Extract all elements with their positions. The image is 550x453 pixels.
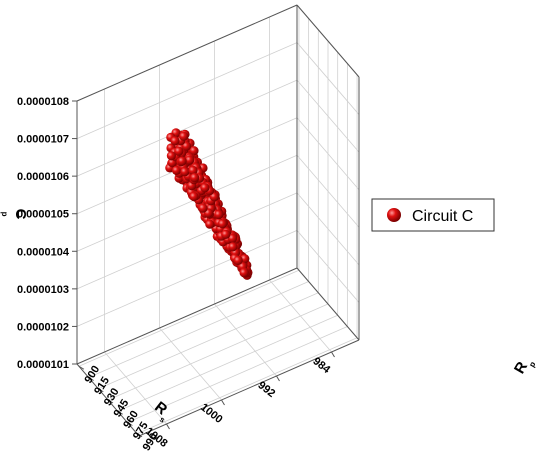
z-tick-label: 0.0000103 [17,284,69,296]
x-tick-mark [276,375,280,382]
y-tick-mark [78,365,85,370]
data-point [185,155,195,165]
grid-line-left-z [76,79,298,177]
z-tick-label: 0.0000101 [17,359,69,371]
z-axis-label-sub: p [0,212,9,217]
grid-line-floor-y [127,326,348,423]
legend-entry: Circuit C [412,208,473,225]
data-point [227,233,238,243]
y-axis-label: R p [511,359,537,377]
z-axis-label: C p [0,209,29,220]
data-point [174,146,184,156]
z-tick-label: 0.0000104 [17,246,70,258]
grid-line-left-z [76,192,298,290]
frame-edge [296,267,360,341]
x-tick-label: 1000 [198,401,225,426]
data-point [188,165,198,175]
x-tick-label: 984 [310,355,333,376]
x-axis-label-sub: s [158,415,167,425]
data-point [200,183,210,193]
grid-line-floor-y [78,269,300,367]
x-axis-label-main: R [151,398,170,418]
grid-line-floor-y [136,337,358,435]
frame-edge [296,4,360,78]
x-axis-label: R s [151,398,170,425]
grid-line-left-z [76,154,298,252]
grid-line-floor-y [88,281,309,378]
data-point [233,255,243,265]
x-tick-mark [331,351,335,358]
y-tick-mark [117,410,123,415]
z-tick-label: 0.0000106 [17,171,69,183]
z-tick-label: 0.0000108 [17,96,69,108]
x-tick-mark [166,423,170,430]
data-point [179,131,189,141]
y-tick-mark [98,388,104,393]
y-tick-mark [88,377,94,381]
data-point [190,173,200,183]
legend-marker [387,208,401,222]
data-point [166,151,176,161]
data-points [165,128,253,280]
frame-edge [76,267,298,365]
data-point [228,242,238,252]
data-point [189,191,199,202]
grid-line-floor-y [98,292,319,390]
z-tick-label: 0.0000102 [17,321,69,333]
data-point [198,203,208,213]
x-tick-label: 992 [255,379,277,400]
legend: Circuit C [371,198,495,232]
grid-line-floor-y [107,303,329,401]
data-point [214,209,224,220]
y-axis-label-sub: p [527,360,537,369]
z-axis-label-main: C [12,209,29,220]
axis-frame [72,4,360,438]
data-point [239,268,249,278]
grid-line-left-z [76,42,298,139]
frame-edge [138,339,360,437]
y-tick-mark [107,399,114,404]
data-point [181,141,192,151]
data-point [189,146,199,156]
data-point [180,167,190,177]
y-tick-mark [136,433,143,438]
data-point [205,219,215,229]
z-tick-label: 0.0000105 [17,209,69,221]
frame-edge [76,4,298,102]
data-point [177,156,187,166]
data-point [221,229,231,239]
y-tick-mark [127,422,133,426]
grid-line-floor-y [117,314,338,412]
z-tick-label: 0.0000107 [17,134,69,146]
x-tick-mark [221,399,225,406]
data-point [217,219,228,229]
data-point [170,136,180,146]
grid-line-left-z [76,230,298,327]
